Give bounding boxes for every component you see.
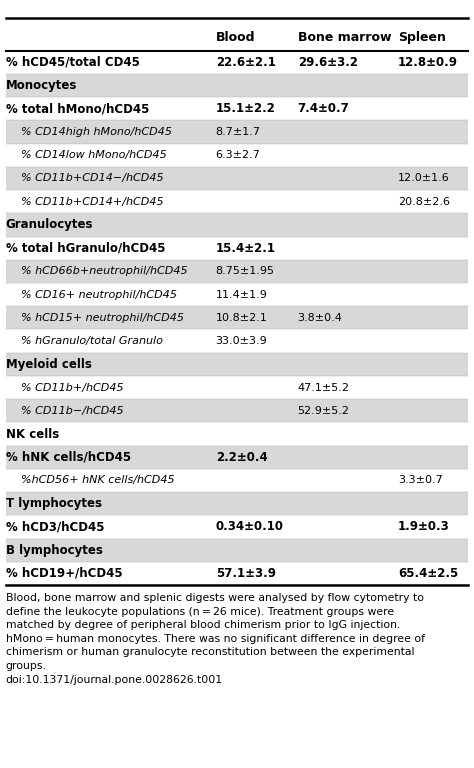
Bar [6,422,468,445]
Text: 6.3±2.7: 6.3±2.7 [216,151,261,161]
Text: % total hMono/hCD45: % total hMono/hCD45 [6,102,149,115]
Bar [6,445,468,468]
Text: Monocytes: Monocytes [6,79,77,92]
Bar [6,538,468,561]
Text: 22.6±2.1: 22.6±2.1 [216,56,275,69]
Text: 3.8±0.4: 3.8±0.4 [298,313,343,323]
Text: % hCD3/hCD45: % hCD3/hCD45 [6,521,104,534]
Bar [6,306,468,329]
Bar [6,468,468,492]
Bar [6,144,468,167]
Text: 8.7±1.7: 8.7±1.7 [216,127,261,137]
Text: Myeloid cells: Myeloid cells [6,358,91,371]
Text: Spleen: Spleen [398,31,446,44]
Bar [6,283,468,306]
Bar [6,376,468,399]
Bar [6,515,468,538]
Text: 11.4±1.9: 11.4±1.9 [216,290,267,300]
Bar [6,121,468,144]
Text: Bone marrow: Bone marrow [298,31,391,44]
Bar [6,51,468,74]
Text: % hCD45/total CD45: % hCD45/total CD45 [6,56,139,69]
Text: 0.34±0.10: 0.34±0.10 [216,521,283,534]
Text: Blood, bone marrow and splenic digests were analysed by flow cytometry to
define: Blood, bone marrow and splenic digests w… [6,593,425,684]
Text: B lymphocytes: B lymphocytes [6,544,102,557]
Text: 2.2±0.4: 2.2±0.4 [216,451,267,464]
Bar [6,492,468,515]
Text: 47.1±5.2: 47.1±5.2 [298,382,350,392]
Text: % CD14low hMono/hCD45: % CD14low hMono/hCD45 [21,151,167,161]
Text: Blood: Blood [216,31,255,44]
Text: 33.0±3.9: 33.0±3.9 [216,336,267,346]
Text: % hNK cells/hCD45: % hNK cells/hCD45 [6,451,131,464]
Text: %hCD56+ hNK cells/hCD45: %hCD56+ hNK cells/hCD45 [21,475,175,485]
Text: % CD14high hMono/hCD45: % CD14high hMono/hCD45 [21,127,173,137]
Bar [6,214,468,237]
Bar [6,237,468,260]
Bar [6,260,468,283]
Text: 7.4±0.7: 7.4±0.7 [298,102,349,115]
Text: NK cells: NK cells [6,428,59,441]
Text: % CD11b+/hCD45: % CD11b+/hCD45 [21,382,124,392]
Text: % hCD19+/hCD45: % hCD19+/hCD45 [6,567,122,580]
Text: 20.8±2.6: 20.8±2.6 [398,197,450,207]
Bar [6,399,468,422]
Text: % CD16+ neutrophil/hCD45: % CD16+ neutrophil/hCD45 [21,290,177,300]
Bar [6,329,468,353]
Text: 29.6±3.2: 29.6±3.2 [298,56,358,69]
Text: 57.1±3.9: 57.1±3.9 [216,567,276,580]
Text: 52.9±5.2: 52.9±5.2 [298,406,350,415]
Text: 12.8±0.9: 12.8±0.9 [398,56,458,69]
Bar [6,353,468,376]
Bar [6,98,468,121]
Text: % hCD66b+neutrophil/hCD45: % hCD66b+neutrophil/hCD45 [21,266,188,276]
Text: % hGranulo/total Granulo: % hGranulo/total Granulo [21,336,163,346]
Text: 3.3±0.7: 3.3±0.7 [398,475,443,485]
Text: % hCD15+ neutrophil/hCD45: % hCD15+ neutrophil/hCD45 [21,313,184,323]
Text: % CD11b+CD14+/hCD45: % CD11b+CD14+/hCD45 [21,197,164,207]
Text: 1.9±0.3: 1.9±0.3 [398,521,450,534]
Text: 15.1±2.2: 15.1±2.2 [216,102,275,115]
Text: % CD11b+CD14−/hCD45: % CD11b+CD14−/hCD45 [21,174,164,184]
Text: T lymphocytes: T lymphocytes [6,497,102,510]
Bar [6,23,468,51]
Text: % total hGranulo/hCD45: % total hGranulo/hCD45 [6,242,165,255]
Text: 65.4±2.5: 65.4±2.5 [398,567,458,580]
Bar [6,74,468,98]
Bar [6,190,468,214]
Text: 10.8±2.1: 10.8±2.1 [216,313,267,323]
Text: 12.0±1.6: 12.0±1.6 [398,174,450,184]
Text: 15.4±2.1: 15.4±2.1 [216,242,276,255]
Text: % CD11b−/hCD45: % CD11b−/hCD45 [21,406,124,415]
Text: Granulocytes: Granulocytes [6,218,93,231]
Text: 8.75±1.95: 8.75±1.95 [216,266,274,276]
Bar [6,167,468,190]
Bar [6,561,468,585]
